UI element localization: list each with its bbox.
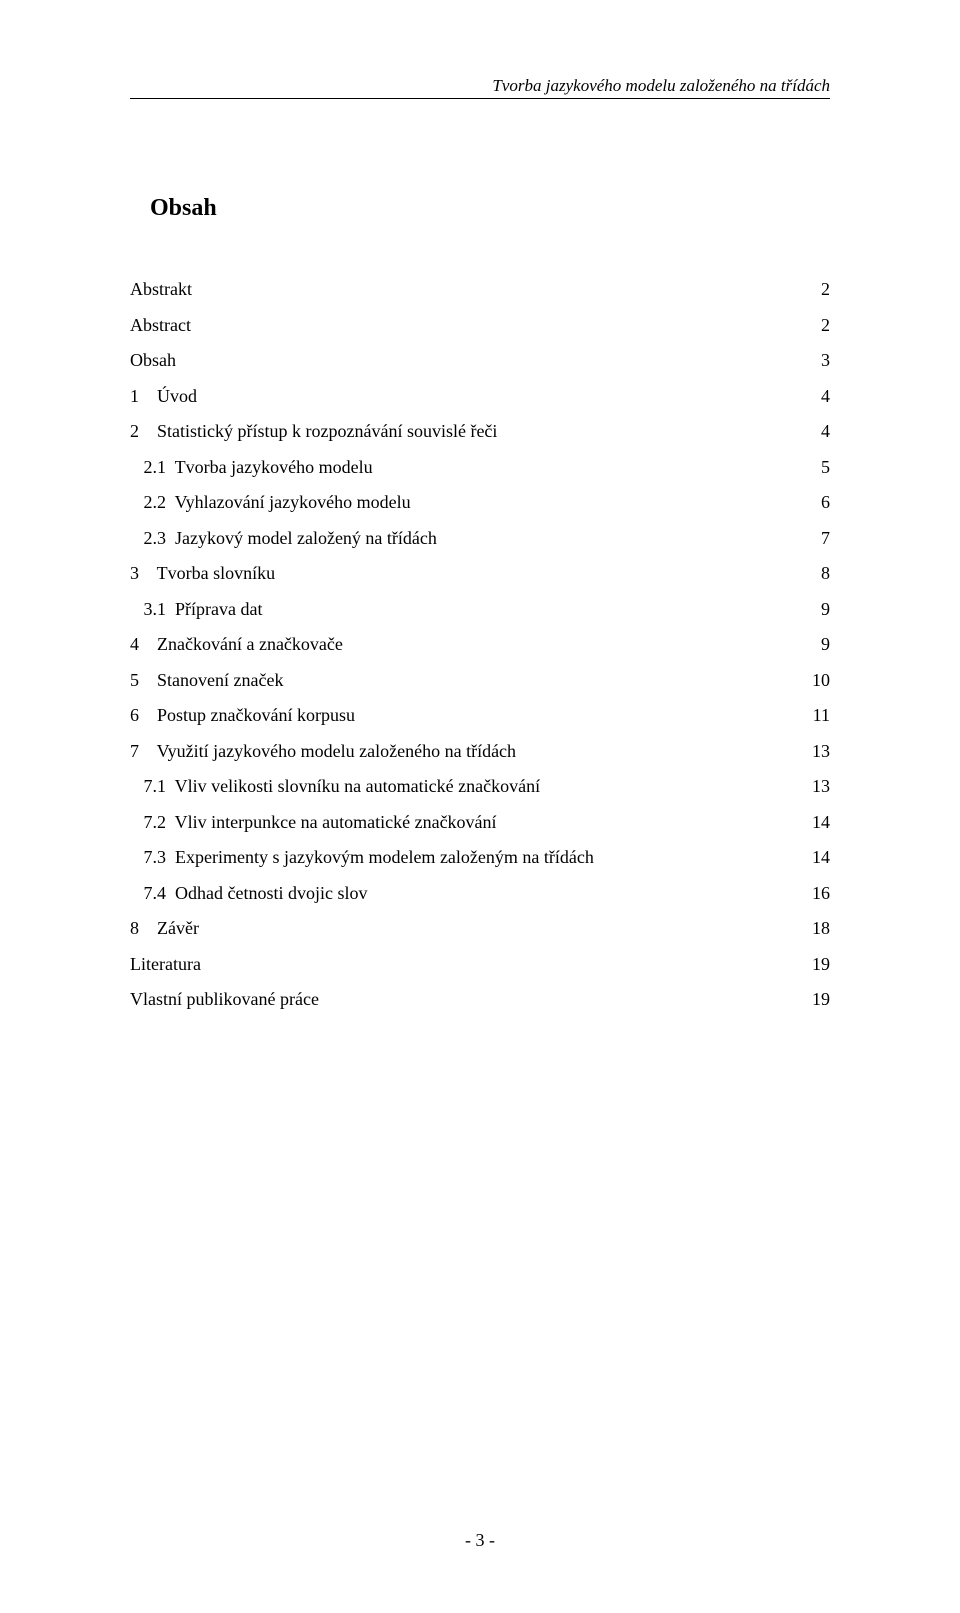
toc-entry-page: 19: [800, 990, 830, 1008]
toc-entry-page: 2: [800, 316, 830, 334]
toc-entry-label: 1 Úvod: [130, 387, 800, 405]
page: Tvorba jazykového modelu založeného na t…: [0, 0, 960, 1613]
toc-entry: 3 Tvorba slovníku8: [130, 564, 830, 582]
toc-list: Abstrakt2Abstract2Obsah31 Úvod42 Statist…: [130, 280, 830, 1008]
toc-entry: 7.2 Vliv interpunkce na automatické znač…: [130, 813, 830, 831]
toc-entry: Abstract2: [130, 316, 830, 334]
toc-entry-page: 16: [800, 884, 830, 902]
toc-entry-page: 13: [800, 777, 830, 795]
toc-entry-label: Abstrakt: [130, 280, 800, 298]
toc-entry-page: 9: [800, 600, 830, 618]
toc-entry-page: 14: [800, 813, 830, 831]
toc-entry-label: 7.4 Odhad četnosti dvojic slov: [130, 884, 800, 902]
toc-entry: 2 Statistický přístup k rozpoznávání sou…: [130, 422, 830, 440]
toc-entry: 2.2 Vyhlazování jazykového modelu6: [130, 493, 830, 511]
toc-entry-label: 6 Postup značkování korpusu: [130, 706, 800, 724]
toc-entry: 8 Závěr18: [130, 919, 830, 937]
toc-entry-page: 14: [800, 848, 830, 866]
toc-entry: 7 Využití jazykového modelu založeného n…: [130, 742, 830, 760]
toc-entry-label: 2.3 Jazykový model založený na třídách: [130, 529, 800, 547]
toc-entry: Vlastní publikované práce19: [130, 990, 830, 1008]
toc-entry-label: 7.2 Vliv interpunkce na automatické znač…: [130, 813, 800, 831]
page-number-footer: - 3 -: [0, 1530, 960, 1551]
toc-entry-label: 8 Závěr: [130, 919, 800, 937]
toc-entry: 7.3 Experimenty s jazykovým modelem zalo…: [130, 848, 830, 866]
toc-entry-page: 19: [800, 955, 830, 973]
toc-entry-page: 2: [800, 280, 830, 298]
toc-entry: 6 Postup značkování korpusu11: [130, 706, 830, 724]
toc-entry: 4 Značkování a značkovače9: [130, 635, 830, 653]
toc-entry-label: Abstract: [130, 316, 800, 334]
toc-entry-label: 3.1 Příprava dat: [130, 600, 800, 618]
toc-entry: 5 Stanovení značek10: [130, 671, 830, 689]
toc-entry-page: 7: [800, 529, 830, 547]
toc-entry-page: 11: [800, 706, 830, 724]
toc-entry: 7.1 Vliv velikosti slovníku na automatic…: [130, 777, 830, 795]
toc-entry-page: 13: [800, 742, 830, 760]
toc-entry-label: 2 Statistický přístup k rozpoznávání sou…: [130, 422, 800, 440]
toc-entry-label: Vlastní publikované práce: [130, 990, 800, 1008]
toc-entry-page: 8: [800, 564, 830, 582]
toc-entry: 1 Úvod4: [130, 387, 830, 405]
toc-entry-label: 2.2 Vyhlazování jazykového modelu: [130, 493, 800, 511]
toc-entry: 2.1 Tvorba jazykového modelu5: [130, 458, 830, 476]
toc-entry-page: 18: [800, 919, 830, 937]
toc-entry-label: 2.1 Tvorba jazykového modelu: [130, 458, 800, 476]
toc-entry-page: 4: [800, 387, 830, 405]
toc-entry-label: Obsah: [130, 351, 800, 369]
toc-entry-page: 9: [800, 635, 830, 653]
toc-entry-label: 7.3 Experimenty s jazykovým modelem zalo…: [130, 848, 800, 866]
toc-entry-label: 4 Značkování a značkovače: [130, 635, 800, 653]
toc-entry-page: 3: [800, 351, 830, 369]
toc-entry-page: 10: [800, 671, 830, 689]
toc-title: Obsah: [150, 195, 830, 222]
toc-entry-page: 6: [800, 493, 830, 511]
toc-entry: Literatura19: [130, 955, 830, 973]
toc-entry: 2.3 Jazykový model založený na třídách7: [130, 529, 830, 547]
toc-entry: Abstrakt2: [130, 280, 830, 298]
toc-entry-label: 3 Tvorba slovníku: [130, 564, 800, 582]
toc-entry-label: 5 Stanovení značek: [130, 671, 800, 689]
toc-entry-page: 4: [800, 422, 830, 440]
toc-entry-label: 7.1 Vliv velikosti slovníku na automatic…: [130, 777, 800, 795]
toc-entry-page: 5: [800, 458, 830, 476]
toc-entry: Obsah3: [130, 351, 830, 369]
toc-entry: 7.4 Odhad četnosti dvojic slov16: [130, 884, 830, 902]
toc-entry-label: Literatura: [130, 955, 800, 973]
toc-entry-label: 7 Využití jazykového modelu založeného n…: [130, 742, 800, 760]
toc-entry: 3.1 Příprava dat9: [130, 600, 830, 618]
running-header: Tvorba jazykového modelu založeného na t…: [130, 76, 830, 99]
